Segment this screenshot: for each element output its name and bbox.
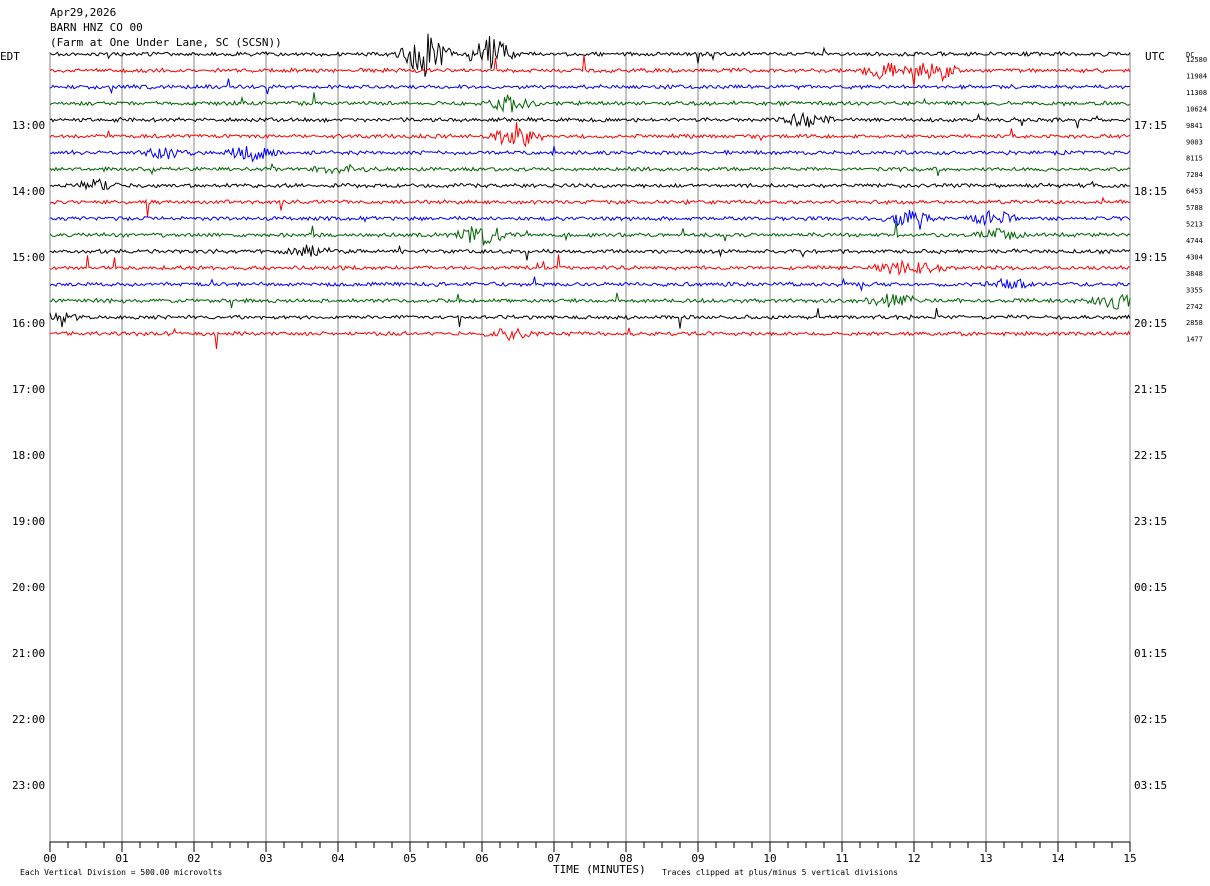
trace-line-8	[49, 178, 1131, 191]
utc-hour-label: 02:15	[1134, 713, 1167, 726]
x-tick-label: 07	[547, 852, 560, 865]
minute-grid	[49, 52, 1131, 843]
trace-line-5	[49, 122, 1131, 148]
clip-note: Traces clipped at plus/minus 5 vertical …	[662, 868, 898, 877]
utc-hour-label: 03:15	[1134, 779, 1167, 792]
dc-offset-label: 3848	[1186, 270, 1203, 278]
x-tick-label: 06	[475, 852, 488, 865]
edt-hour-label: 23:00	[12, 779, 45, 792]
trace-line-7	[49, 162, 1131, 177]
x-tick-label: 10	[763, 852, 776, 865]
x-tick-label: 05	[403, 852, 416, 865]
trace-line-9	[49, 196, 1131, 217]
edt-hour-label: 13:00	[12, 119, 45, 132]
dc-offset-label: 2742	[1186, 303, 1203, 311]
trace-line-16	[49, 307, 1131, 329]
dc-offset-label: 9841	[1186, 122, 1203, 130]
utc-hour-label: 18:15	[1134, 185, 1167, 198]
x-tick-label: 14	[1051, 852, 1065, 865]
x-tick-label: 03	[259, 852, 272, 865]
utc-hour-label: 17:15	[1134, 119, 1167, 132]
x-axis-label: TIME (MINUTES)	[553, 863, 646, 876]
x-tick-label: 11	[835, 852, 848, 865]
x-tick-label: 12	[907, 852, 920, 865]
dc-offset-label: 2858	[1186, 319, 1203, 327]
dc-offset-label: 5213	[1186, 221, 1203, 229]
utc-hour-label: 20:15	[1134, 317, 1167, 330]
x-tick-label: 13	[979, 852, 992, 865]
division-note: Each Vertical Division = 500.00 microvol…	[20, 868, 222, 877]
x-tick-label: 15	[1123, 852, 1136, 865]
dc-offset-labels: 12580 11984 11308 10624 9841 9003 8115 7284 6453…	[1186, 56, 1207, 344]
right-timezone: UTC	[1145, 50, 1165, 63]
utc-hour-label: 23:15	[1134, 515, 1167, 528]
edt-hour-label: 21:00	[12, 647, 45, 660]
dc-offset-label: 7284	[1186, 171, 1203, 179]
date-label: Apr29,2026	[50, 6, 116, 19]
dc-offset-label: 4304	[1186, 253, 1203, 261]
dc-offset-label: 1477	[1186, 336, 1203, 344]
edt-hour-label: 22:00	[12, 713, 45, 726]
dc-offset-label: 3355	[1186, 286, 1203, 294]
trace-line-10	[49, 209, 1131, 230]
trace-line-6	[49, 146, 1131, 163]
utc-hour-label: 00:15	[1134, 581, 1167, 594]
trace-line-17	[49, 327, 1131, 349]
trace-line-11	[49, 221, 1131, 246]
x-tick-label: 01	[115, 852, 128, 865]
dc-offset-label: 11308	[1186, 89, 1207, 97]
dc-label: DC	[1186, 51, 1194, 59]
dc-offset-label: 5788	[1186, 204, 1203, 212]
trace-line-15	[49, 292, 1131, 310]
dc-offset-label: 12580	[1186, 56, 1207, 64]
dc-offset-label: 10624	[1186, 105, 1207, 113]
station-label: BARN HNZ CO 00	[50, 21, 143, 34]
x-axis: 00 01 02 03 04 05 06 07 08 09 10 11 12 13 14 15	[43, 842, 1137, 865]
edt-hour-label: 17:00	[12, 383, 45, 396]
seismic-traces	[49, 33, 1131, 349]
trace-line-4	[49, 111, 1131, 129]
location-label: (Farm at One Under Lane, SC (SCSN))	[50, 36, 282, 49]
edt-hour-label: 18:00	[12, 449, 45, 462]
edt-hour-label: 16:00	[12, 317, 45, 330]
trace-line-13	[50, 254, 1131, 277]
trace-line-0	[49, 33, 1131, 77]
x-tick-label: 09	[691, 852, 704, 865]
dc-offset-label: 11984	[1186, 72, 1207, 80]
utc-hour-label: 01:15	[1134, 647, 1167, 660]
edt-hour-label: 20:00	[12, 581, 45, 594]
x-tick-label: 08	[619, 852, 632, 865]
dc-offset-label: 4744	[1186, 237, 1203, 245]
trace-line-3	[49, 92, 1131, 114]
left-timezone: EDT	[0, 50, 20, 63]
trace-line-2	[49, 78, 1131, 95]
utc-hour-labels: 17:15 18:15 19:15 20:15 21:15 22:15 23:15 00:15…	[1134, 119, 1167, 792]
x-tick-label: 00	[43, 852, 56, 865]
trace-line-1	[49, 54, 1131, 87]
utc-hour-label: 19:15	[1134, 251, 1167, 264]
edt-hour-label: 14:00	[12, 185, 45, 198]
x-tick-label: 04	[331, 852, 345, 865]
utc-hour-label: 21:15	[1134, 383, 1167, 396]
dc-offset-label: 8115	[1186, 155, 1203, 163]
trace-line-14	[49, 276, 1131, 293]
utc-hour-label: 22:15	[1134, 449, 1167, 462]
dc-offset-label: 6453	[1186, 188, 1203, 196]
x-tick-label: 02	[187, 852, 200, 865]
edt-hour-labels: 13:00 14:00 15:00 16:00 17:00 18:00 19:00 20:00…	[12, 119, 45, 792]
dc-offset-label: 9003	[1186, 138, 1203, 146]
edt-hour-label: 19:00	[12, 515, 45, 528]
trace-line-12	[49, 244, 1131, 261]
edt-hour-label: 15:00	[12, 251, 45, 264]
